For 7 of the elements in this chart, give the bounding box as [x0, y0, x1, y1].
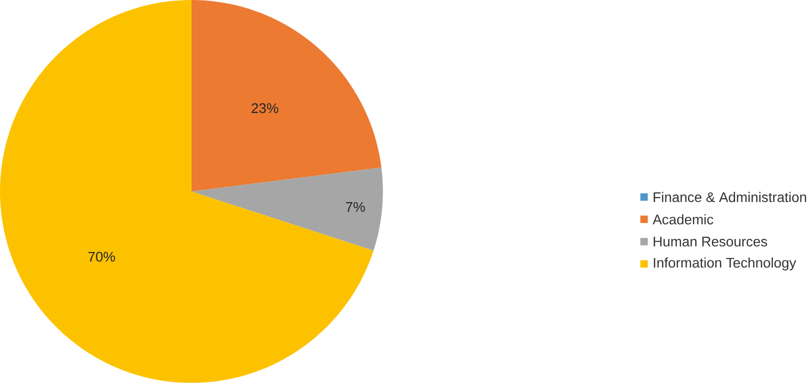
data-label: 23%	[252, 103, 278, 114]
data-label: 70%	[88, 252, 116, 262]
legend-label: Information Technology	[654, 258, 796, 270]
data-label: 7%	[346, 202, 365, 212]
legend-label: Finance & Administration	[654, 192, 806, 202]
legend-label: Academic	[652, 214, 714, 224]
legend-label: Human Resources	[654, 236, 768, 247]
